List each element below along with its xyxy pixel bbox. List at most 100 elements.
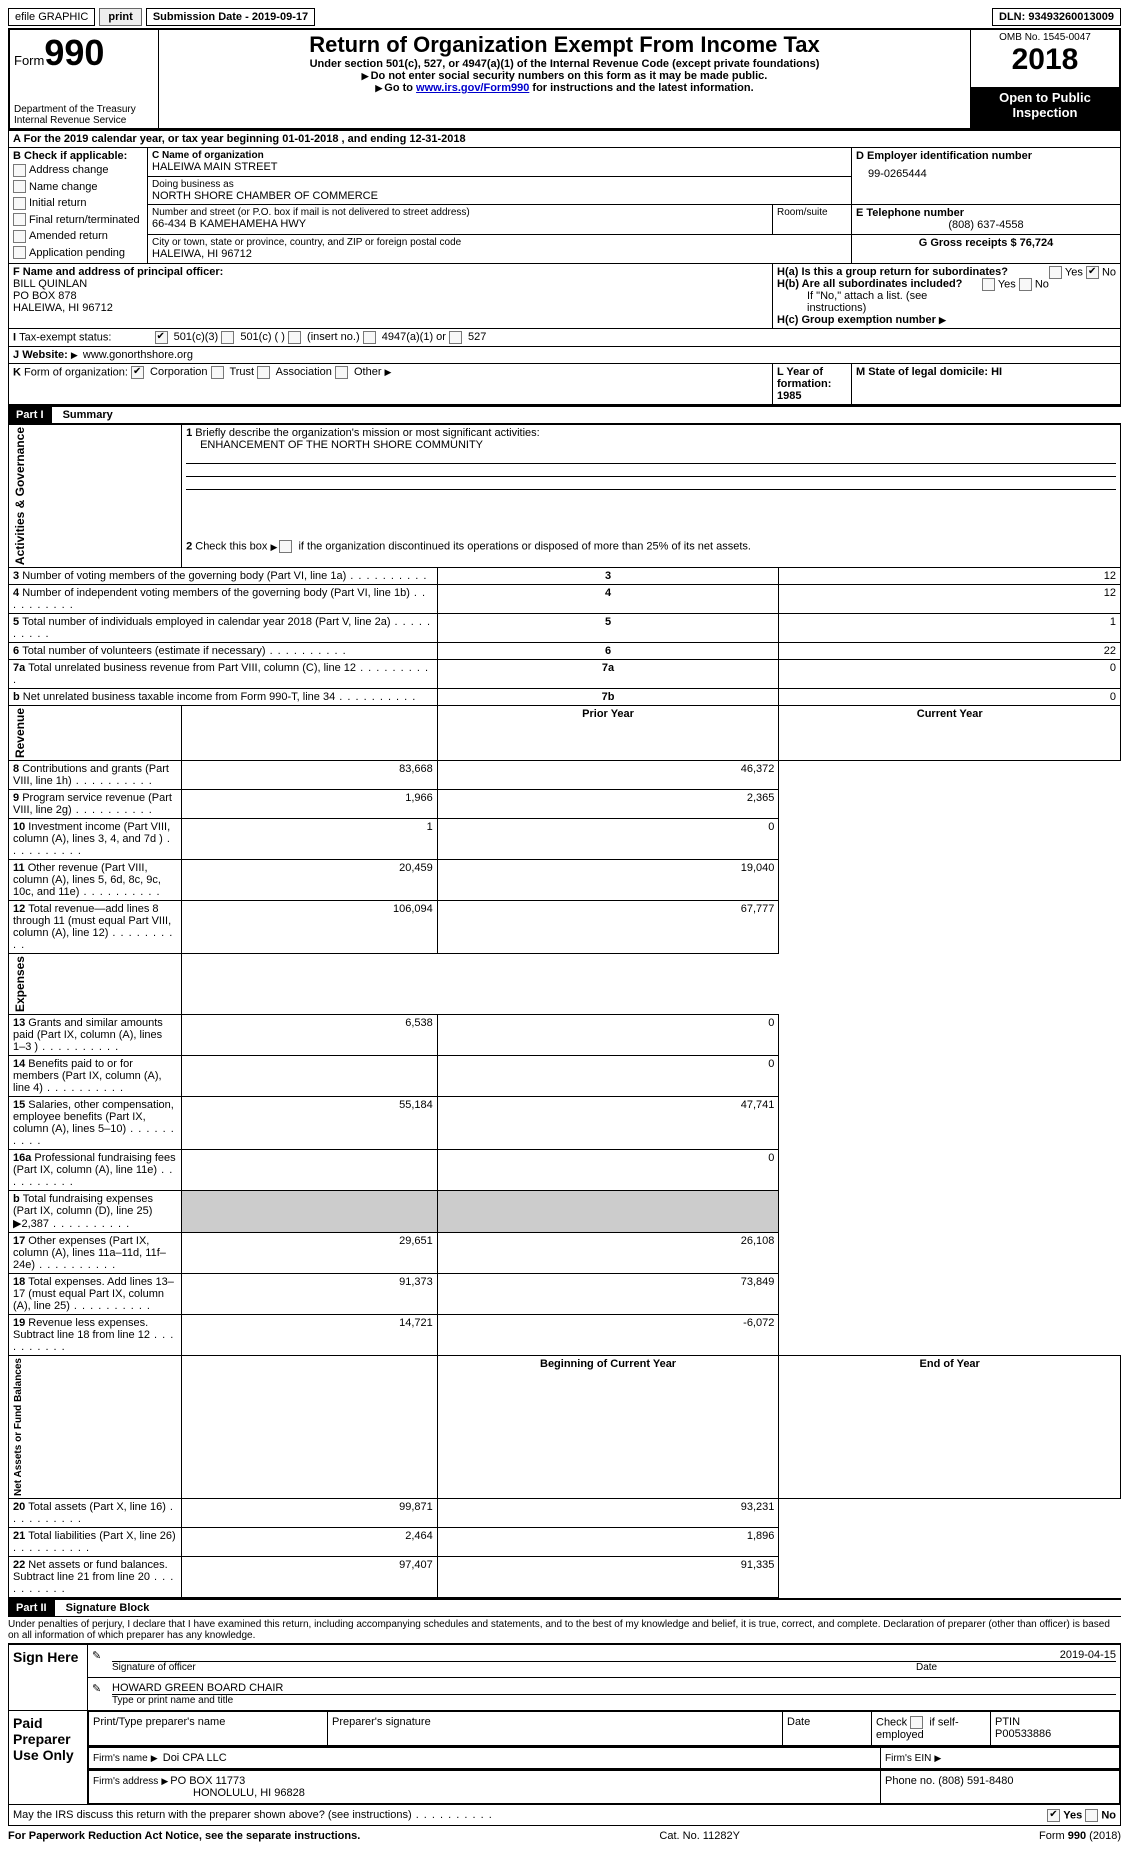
b-checkbox[interactable] xyxy=(13,164,26,177)
gov-row-text: Number of voting members of the governin… xyxy=(22,570,346,582)
prior-value: 1,966 xyxy=(182,790,438,819)
gov-row-value: 22 xyxy=(779,643,1121,660)
ha-yes-checkbox[interactable] xyxy=(1049,266,1062,279)
firm-name-label: Firm's name xyxy=(93,1753,148,1764)
g-gross: G Gross receipts $ 76,724 xyxy=(856,237,1116,249)
identity-section: A For the 2019 calendar year, or tax yea… xyxy=(8,130,1121,405)
k-opt-checkbox[interactable] xyxy=(335,366,348,379)
prior-value xyxy=(182,1150,438,1191)
phone-value: (808) 637-4558 xyxy=(856,219,1116,231)
current-value: 19,040 xyxy=(437,860,779,901)
m-domicile: M State of legal domicile: HI xyxy=(856,366,1002,378)
prior-value: 99,871 xyxy=(182,1499,438,1528)
gov-row-value: 1 xyxy=(779,614,1121,643)
efile-label: efile GRAPHIC xyxy=(8,8,95,26)
prior-value: 6,538 xyxy=(182,1015,438,1056)
b-checkbox[interactable] xyxy=(13,180,26,193)
current-value: 0 xyxy=(437,1056,779,1097)
net-label: Net Assets or Fund Balances xyxy=(13,1358,24,1496)
current-value: 0 xyxy=(437,1150,779,1191)
k-opt-checkbox[interactable] xyxy=(211,366,224,379)
firm-city: HONOLULU, HI 96828 xyxy=(193,1787,305,1799)
gov-row-value: 12 xyxy=(779,568,1121,585)
row-text: Total liabilities (Part X, line 26) xyxy=(28,1530,175,1542)
city-label: City or town, state or province, country… xyxy=(152,237,847,248)
current-year-header: Current Year xyxy=(779,706,1121,761)
self-employed-checkbox[interactable] xyxy=(910,1716,923,1729)
ha-no-checkbox[interactable] xyxy=(1086,266,1099,279)
sig-date-value: 2019-04-15 xyxy=(1060,1649,1116,1661)
irs-link[interactable]: www.irs.gov/Form990 xyxy=(416,82,529,94)
row-a: A For the 2019 calendar year, or tax yea… xyxy=(9,131,1121,148)
row-text: Professional fundraising fees (Part IX, … xyxy=(13,1152,176,1176)
current-value: 73,849 xyxy=(437,1274,779,1315)
room-label: Room/suite xyxy=(777,207,847,218)
summary-table: Activities & Governance 1 Briefly descri… xyxy=(8,424,1121,1598)
i-opt-checkbox[interactable] xyxy=(288,331,301,344)
form-990-label: Form990 xyxy=(14,32,154,74)
ptin-value: P00533886 xyxy=(995,1728,1115,1740)
gov-row-code: 5 xyxy=(437,614,779,643)
firm-addr-label: Firm's address xyxy=(93,1776,158,1787)
b-item-label: Final return/terminated xyxy=(29,214,140,226)
prior-value: 20,459 xyxy=(182,860,438,901)
discuss-no-checkbox[interactable] xyxy=(1085,1809,1098,1822)
b-item-label: Name change xyxy=(29,181,98,193)
current-value: 2,365 xyxy=(437,790,779,819)
prior-value: 106,094 xyxy=(182,901,438,954)
dept-treasury: Department of the Treasury xyxy=(14,104,154,115)
officer-name: HOWARD GREEN BOARD CHAIR xyxy=(112,1682,1116,1695)
b-checkbox[interactable] xyxy=(13,197,26,210)
form-title: Return of Organization Exempt From Incom… xyxy=(163,32,966,58)
sig-date-label: Date xyxy=(916,1662,1116,1673)
k-opt-checkbox[interactable] xyxy=(257,366,270,379)
prior-value: 14,721 xyxy=(182,1315,438,1356)
begin-year-header: Beginning of Current Year xyxy=(437,1356,779,1499)
tax-year: 2018 xyxy=(975,43,1115,77)
part2-header: Part II Signature Block xyxy=(8,1598,1121,1617)
current-value: 67,777 xyxy=(437,901,779,954)
prior-value xyxy=(182,1056,438,1097)
gov-row-text: Total number of individuals employed in … xyxy=(22,616,390,628)
gov-row-code: 6 xyxy=(437,643,779,660)
hb-yes-checkbox[interactable] xyxy=(982,278,995,291)
gov-label: Activities & Governance xyxy=(13,427,27,565)
footer: For Paperwork Reduction Act Notice, see … xyxy=(8,1830,1121,1842)
k-opt-checkbox[interactable] xyxy=(131,366,144,379)
print-button[interactable]: print xyxy=(99,8,141,26)
i-opt-checkbox[interactable] xyxy=(449,331,462,344)
q1-label: Briefly describe the organization's miss… xyxy=(195,427,539,439)
e-label: E Telephone number xyxy=(856,207,1116,219)
prep-sig-label: Preparer's signature xyxy=(328,1712,783,1746)
prior-value: 55,184 xyxy=(182,1097,438,1150)
gov-row-text: Total unrelated business revenue from Pa… xyxy=(28,662,356,674)
b-checkbox[interactable] xyxy=(13,213,26,226)
website-value: www.gonorthshore.org xyxy=(83,349,193,361)
i-opt-checkbox[interactable] xyxy=(221,331,234,344)
city-value: HALEIWA, HI 96712 xyxy=(152,248,847,260)
pen-icon: ✎ xyxy=(92,1650,101,1662)
prep-name-label: Print/Type preparer's name xyxy=(89,1712,328,1746)
dln-label: DLN: 93493260013009 xyxy=(992,8,1121,26)
street-label: Number and street (or P.O. box if mail i… xyxy=(152,207,768,218)
gov-row-code: 7b xyxy=(437,689,779,706)
hc-label: H(c) Group exemption number xyxy=(777,314,1116,326)
top-bar: efile GRAPHIC print Submission Date - 20… xyxy=(8,8,1121,26)
gov-row-text: Net unrelated business taxable income fr… xyxy=(23,691,335,703)
hb-no-checkbox[interactable] xyxy=(1019,278,1032,291)
b-label: B Check if applicable: xyxy=(13,150,143,162)
officer-name-label: Type or print name and title xyxy=(112,1695,1116,1706)
q2-checkbox[interactable] xyxy=(279,540,292,553)
discuss-yes-checkbox[interactable] xyxy=(1047,1809,1060,1822)
current-value: 0 xyxy=(437,1015,779,1056)
pra-notice: For Paperwork Reduction Act Notice, see … xyxy=(8,1830,360,1842)
row-text: Total assets (Part X, line 16) xyxy=(28,1501,166,1513)
open-to-public: Open to Public Inspection xyxy=(971,88,1121,129)
prior-value: 91,373 xyxy=(182,1274,438,1315)
i-opt-checkbox[interactable] xyxy=(363,331,376,344)
current-value: 91,335 xyxy=(437,1557,779,1598)
prior-value: 1 xyxy=(182,819,438,860)
b-checkbox[interactable] xyxy=(13,230,26,243)
i-opt-checkbox[interactable] xyxy=(155,331,168,344)
b-checkbox[interactable] xyxy=(13,246,26,259)
